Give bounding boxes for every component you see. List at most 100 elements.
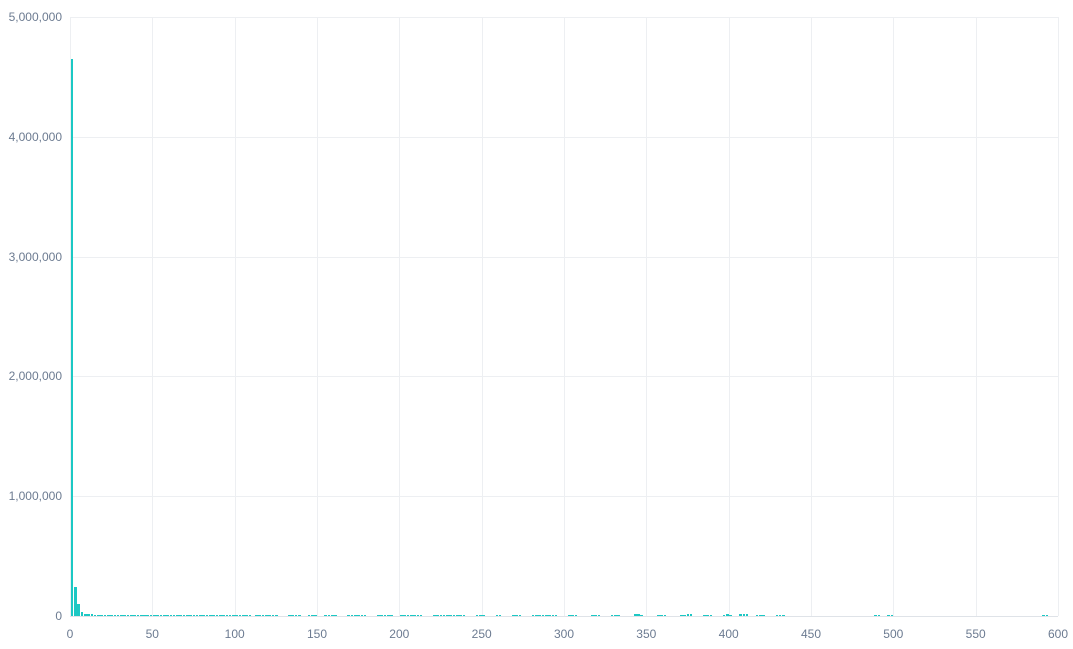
histogram-bar bbox=[1045, 615, 1049, 616]
histogram-bar bbox=[877, 615, 881, 616]
gridline-vertical bbox=[481, 17, 483, 616]
y-tick-label: 3,000,000 bbox=[8, 249, 62, 264]
histogram-bar bbox=[406, 615, 410, 616]
histogram-bar bbox=[133, 615, 136, 616]
histogram-bar bbox=[209, 615, 212, 616]
histogram-bar bbox=[103, 615, 107, 616]
histogram-bar bbox=[535, 615, 538, 616]
histogram-bar bbox=[531, 615, 535, 616]
histogram-bar bbox=[265, 615, 268, 616]
histogram-bar bbox=[390, 615, 393, 616]
histogram-bar bbox=[218, 615, 222, 616]
histogram-bar bbox=[686, 614, 690, 616]
histogram-bar bbox=[357, 615, 360, 616]
histogram-bar bbox=[212, 615, 215, 616]
histogram-bar bbox=[706, 615, 709, 616]
histogram-bar bbox=[383, 615, 387, 616]
histogram-bar bbox=[413, 615, 416, 616]
histogram-bar bbox=[238, 615, 242, 616]
histogram-bar bbox=[656, 615, 660, 616]
histogram-bar bbox=[544, 615, 548, 616]
histogram-bar bbox=[120, 615, 123, 616]
gridline-vertical bbox=[1058, 17, 1059, 616]
histogram-bar bbox=[291, 615, 295, 616]
histogram-bar bbox=[149, 615, 153, 616]
histogram-bar bbox=[663, 615, 667, 616]
histogram-bar bbox=[755, 615, 759, 616]
histogram-bar bbox=[498, 615, 502, 616]
histogram-bar bbox=[100, 615, 103, 616]
y-tick-label: 0 bbox=[55, 609, 62, 623]
histogram-bar bbox=[617, 615, 621, 616]
x-tick-label: 250 bbox=[471, 627, 492, 641]
histogram-bar bbox=[436, 615, 439, 616]
histogram-bar bbox=[439, 615, 443, 616]
histogram-bar bbox=[377, 615, 380, 616]
gridline-vertical bbox=[152, 17, 154, 616]
histogram-bar bbox=[729, 615, 733, 616]
histogram-bar bbox=[311, 615, 314, 616]
histogram-bar bbox=[515, 615, 518, 616]
histogram-bar bbox=[83, 613, 87, 616]
histogram-bar bbox=[554, 615, 558, 616]
histogram-bar bbox=[762, 615, 765, 616]
histogram-bar bbox=[195, 615, 199, 616]
gridline-vertical bbox=[728, 17, 730, 616]
histogram-bar bbox=[294, 615, 298, 616]
histogram-bar bbox=[633, 614, 637, 616]
gridline-vertical bbox=[893, 17, 895, 616]
histogram-bar bbox=[541, 615, 545, 616]
histogram-bar bbox=[242, 615, 245, 616]
histogram-bar bbox=[261, 615, 265, 616]
histogram-bar bbox=[80, 612, 84, 616]
histogram-bar bbox=[475, 615, 479, 616]
histogram-bar bbox=[409, 615, 413, 616]
histogram-bar bbox=[548, 615, 551, 616]
histogram-bar bbox=[307, 615, 311, 616]
y-tick-label: 4,000,000 bbox=[8, 129, 62, 144]
x-tick-label: 100 bbox=[224, 627, 245, 641]
y-tick-label: 2,000,000 bbox=[8, 369, 62, 384]
histogram-bar bbox=[182, 615, 186, 616]
histogram-bar bbox=[890, 615, 894, 616]
histogram-bar bbox=[874, 615, 877, 616]
y-tick-label: 1,000,000 bbox=[8, 489, 62, 504]
histogram-bar bbox=[689, 614, 693, 616]
histogram-bar bbox=[126, 614, 130, 616]
histogram-bar bbox=[538, 615, 542, 616]
histogram-bar bbox=[74, 587, 77, 616]
histogram-bar bbox=[683, 615, 686, 616]
histogram-bar bbox=[380, 615, 383, 616]
gridline-vertical bbox=[399, 17, 401, 616]
histogram-bar bbox=[274, 615, 278, 616]
histogram-bar bbox=[255, 615, 258, 616]
histogram-bar bbox=[479, 615, 482, 616]
histogram-bar bbox=[248, 615, 252, 616]
gridline-vertical bbox=[234, 17, 236, 616]
x-tick-label: 450 bbox=[800, 627, 822, 641]
histogram-bar bbox=[215, 615, 219, 616]
gridline-vertical bbox=[646, 17, 648, 616]
histogram-bar bbox=[258, 615, 262, 616]
y-tick-label: 5,000,000 bbox=[8, 10, 62, 24]
histogram-bar bbox=[169, 614, 173, 616]
histogram-bar bbox=[709, 615, 713, 616]
histogram-bar bbox=[680, 615, 683, 616]
histogram-bar bbox=[775, 615, 779, 616]
histogram-bar bbox=[222, 615, 225, 616]
x-tick-label: 600 bbox=[1047, 627, 1069, 641]
histogram-bar bbox=[162, 615, 166, 616]
histogram-bar bbox=[199, 614, 202, 616]
histogram-bar bbox=[722, 615, 726, 616]
histogram-bar bbox=[156, 615, 159, 616]
histogram-bar bbox=[449, 615, 453, 616]
histogram-bar bbox=[106, 615, 110, 616]
histogram-bar bbox=[462, 615, 466, 616]
histogram-bar bbox=[153, 615, 156, 616]
histogram-bar bbox=[123, 615, 127, 616]
histogram-bar bbox=[70, 58, 74, 616]
histogram-bar bbox=[610, 615, 614, 616]
histogram-bar bbox=[759, 615, 762, 616]
